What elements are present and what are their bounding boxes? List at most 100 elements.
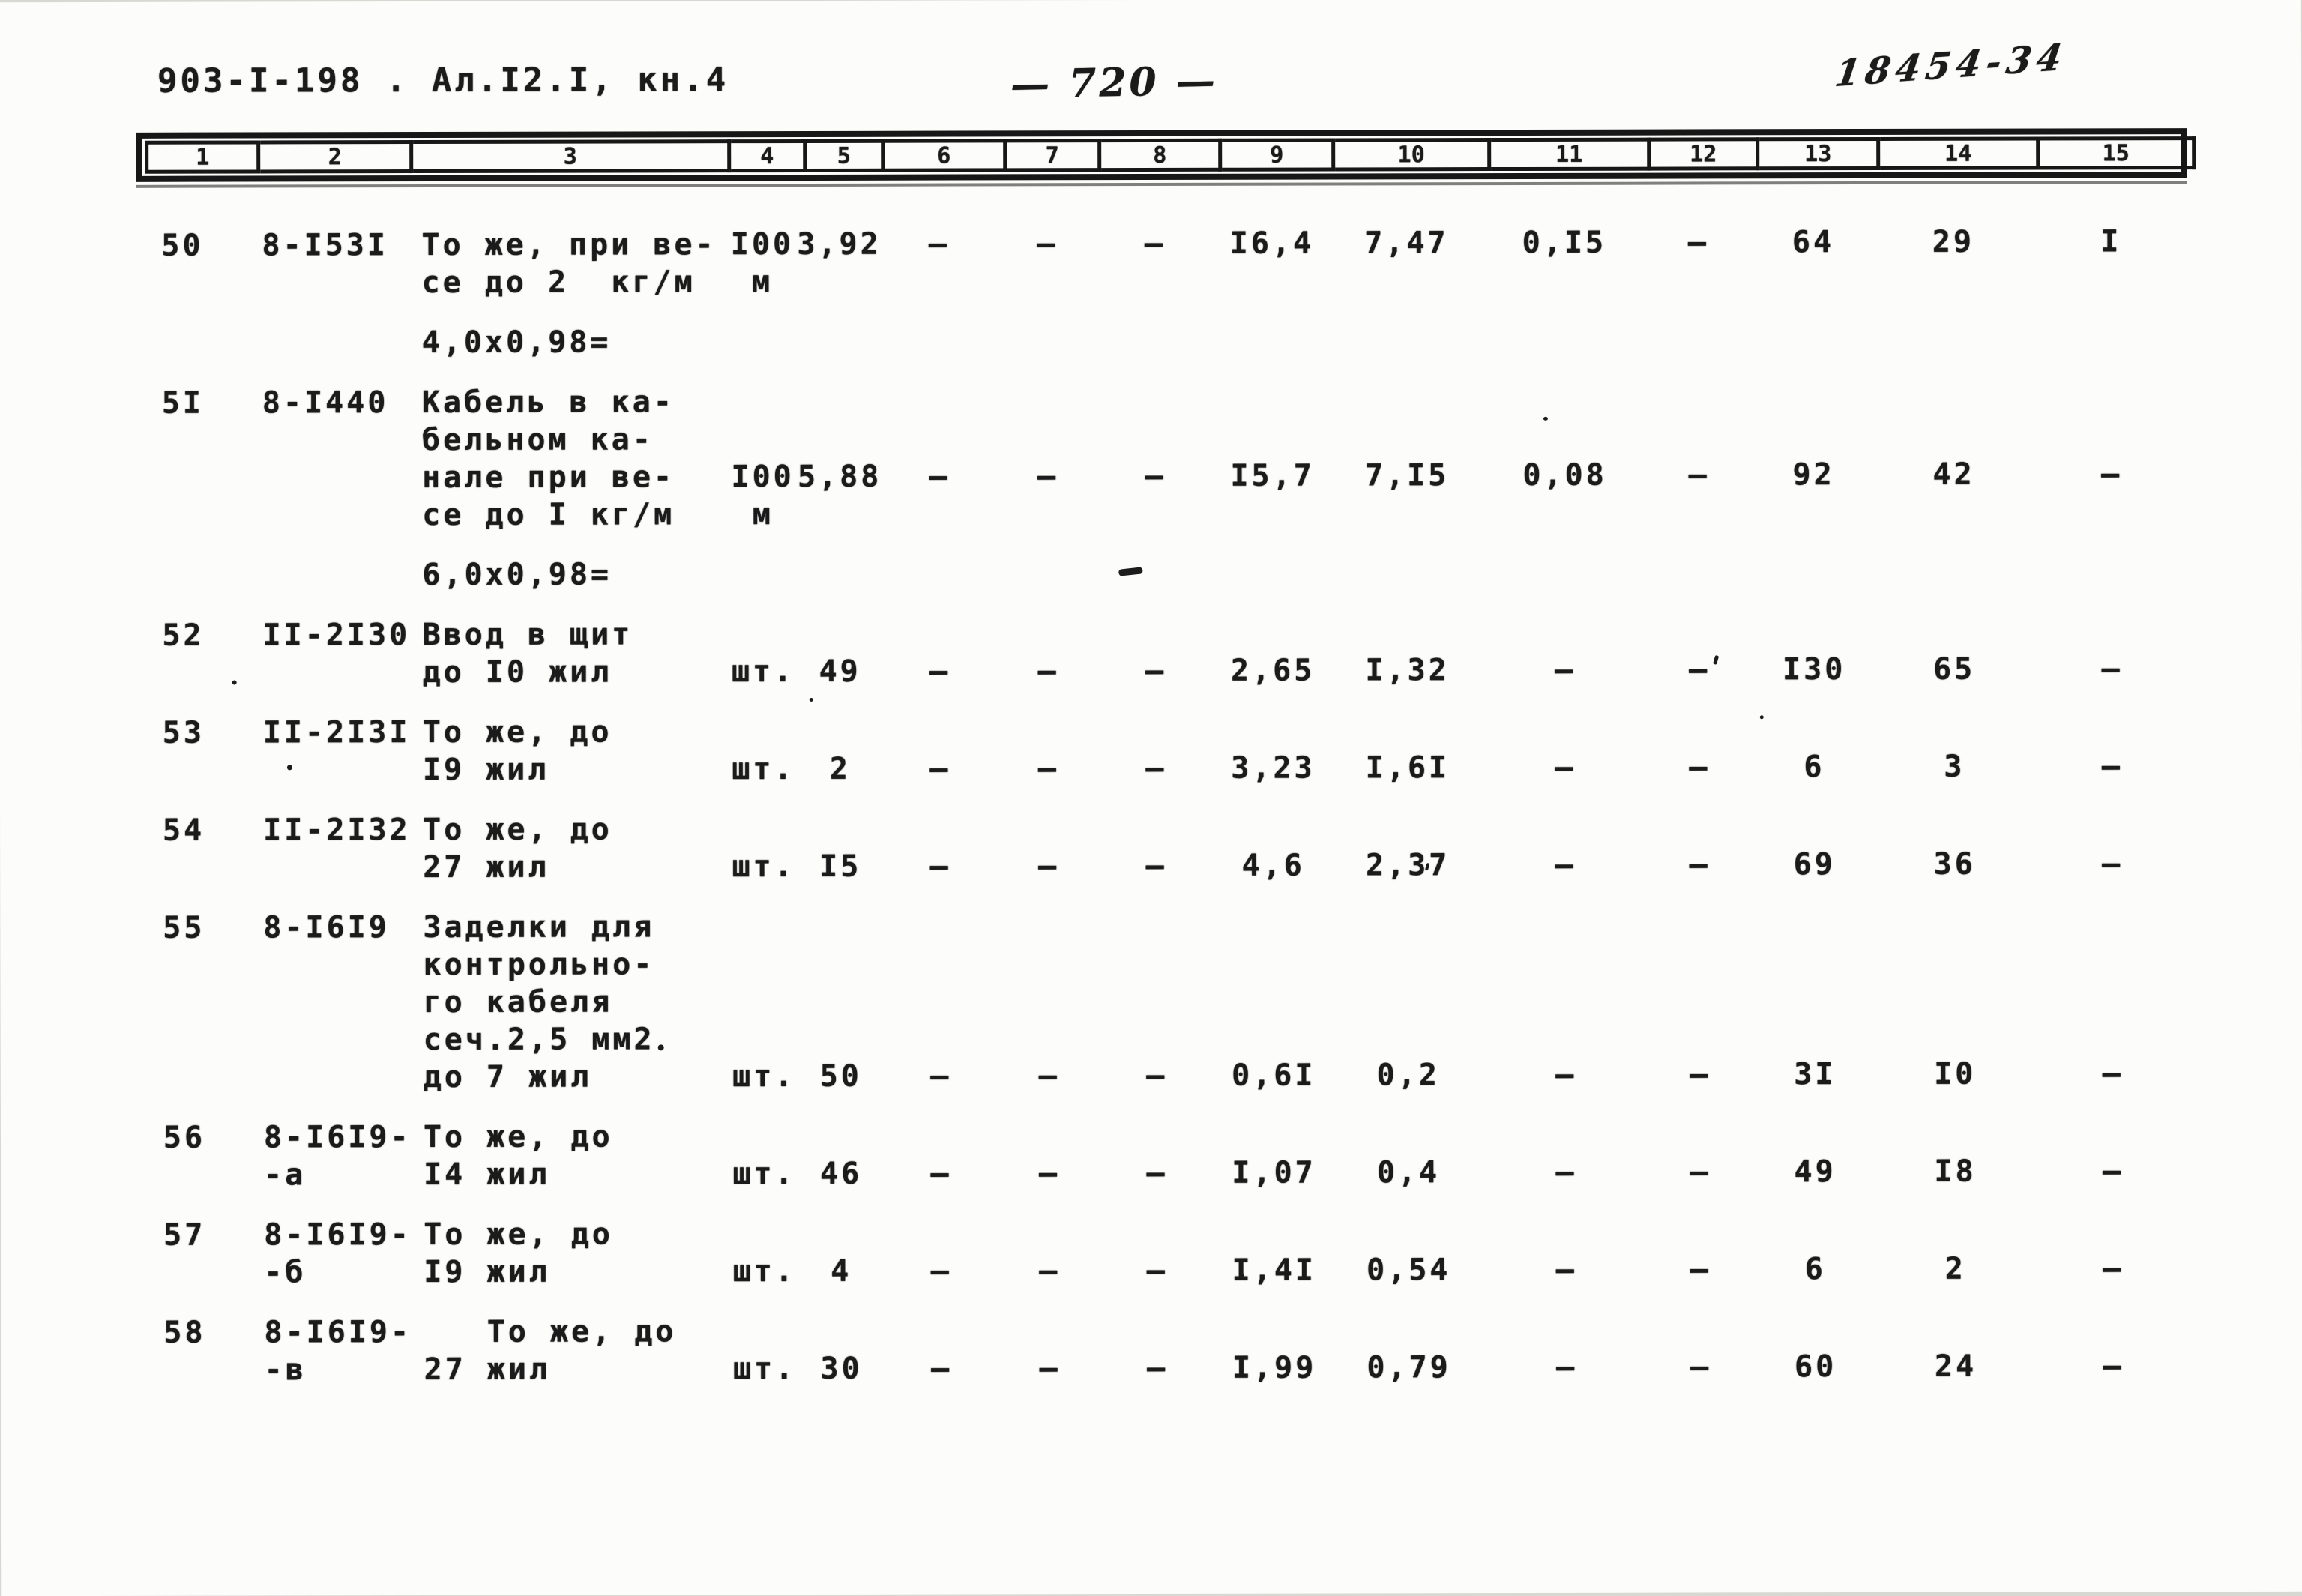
cell [1645,382,1753,420]
cell: 52 [162,618,205,653]
cell: – [2101,457,2123,492]
cell [1329,383,1485,421]
cell [1645,945,1754,982]
cell [1329,496,1485,533]
cell: – [1687,225,1710,260]
cell [879,556,1001,594]
cell: – [1038,849,1060,884]
cell: шт. [732,1351,797,1387]
cell [1755,982,1875,1020]
cell: до 7 жил [423,1059,592,1095]
cell [801,947,879,984]
cell: 65 [1933,651,1976,687]
cell [801,812,879,849]
cell: 24 [1934,1349,1977,1384]
cell [1485,383,1645,421]
cell [1096,909,1217,946]
table-line: 58 8-I6I9- То же, до [140,1311,2191,1353]
cell [880,1021,1002,1059]
cell: I5 [819,849,862,884]
cell: го кабеля [423,984,613,1020]
cell: 8-I6I9 [263,910,390,945]
cell: – [929,654,951,689]
cell [1331,983,1486,1020]
column-header-13: 13 [1759,136,1881,171]
cell [1645,712,1754,750]
cell: – [1037,226,1058,262]
cell: – [1145,848,1167,884]
cell [1217,1215,1331,1253]
cell: – [929,459,950,494]
cell [879,909,1001,946]
cell [1875,712,2034,750]
cell: -в [264,1352,307,1388]
cell [1217,946,1330,984]
table-line: до I0 жил шт. 49 – – – 2,65 I,32 – – I30 65 – [139,651,2190,693]
cell: – [1688,457,1710,493]
cell [1331,1313,1486,1350]
cell [2035,981,2191,1019]
column-header-9: 9 [1222,138,1336,172]
cell [1217,1313,1331,1350]
cell: 54 [162,813,205,848]
cell [1216,384,1329,421]
cell: 6,0x0,98= [422,557,612,593]
table-line: 5I 8-I440 Кабель в ка- [139,382,2190,424]
table-line: 6,0x0,98= [139,554,2190,596]
cell [879,714,1001,751]
cell: – [2101,749,2124,784]
table-line: 57 8-I6I9- То же, до [140,1214,2191,1256]
cell [1755,1312,1875,1349]
cell: – [2102,1056,2124,1091]
table-line: нале при ве- I00 5,88 – – – I5,7 7,I5 0,08 – 92 42 – [139,457,2190,499]
cell [1875,907,2034,945]
column-header-4: 4 [731,139,807,173]
cell [1875,945,2034,982]
cell: 8-I440 [262,385,389,421]
cell [1001,909,1096,946]
cell: 7,47 [1364,226,1449,261]
table-line: до 7 жил шт. 50 – – – 0,6I 0,2 – – 3I I0 – [140,1056,2191,1098]
column-header-8: 8 [1101,138,1223,172]
cell [254,460,407,498]
cell: 36 [1933,846,1976,882]
cell: 46 [819,1156,863,1191]
cell: 49 [1794,1154,1837,1190]
cell [726,1022,802,1059]
cell: шт. [732,1253,796,1289]
cell [1875,1117,2035,1154]
column-header-6: 6 [885,139,1007,172]
cell: 8-I53I [262,228,389,263]
cell: шт. [732,1059,796,1094]
cell [801,909,879,947]
cell [1217,984,1331,1021]
cell [725,617,801,654]
cell: 92 [1792,457,1835,493]
cell: – [930,1253,952,1289]
cell [1217,811,1330,849]
cell [2035,1116,2191,1154]
cell [1755,1020,1875,1057]
cell: I,07 [1232,1155,1316,1190]
cell [880,1216,1002,1253]
cell [879,324,1001,361]
cell: I9 жил [422,752,549,788]
cell: – [928,226,950,262]
cell [254,498,407,535]
cell: – [2103,1251,2124,1286]
cell [1001,556,1095,594]
cell [1646,1020,1755,1057]
cell: 50 [819,1059,862,1094]
cell: 0,6I [1232,1058,1316,1093]
cell [139,753,255,791]
cell: – [1037,459,1059,494]
cell [801,497,879,534]
cell [1329,555,1485,593]
cell [879,264,1001,301]
cell [1096,811,1217,849]
cell: 0,2 [1376,1058,1440,1093]
cell [725,385,801,422]
cell [139,948,255,986]
cell [139,424,254,461]
cell: 4 [831,1253,852,1289]
